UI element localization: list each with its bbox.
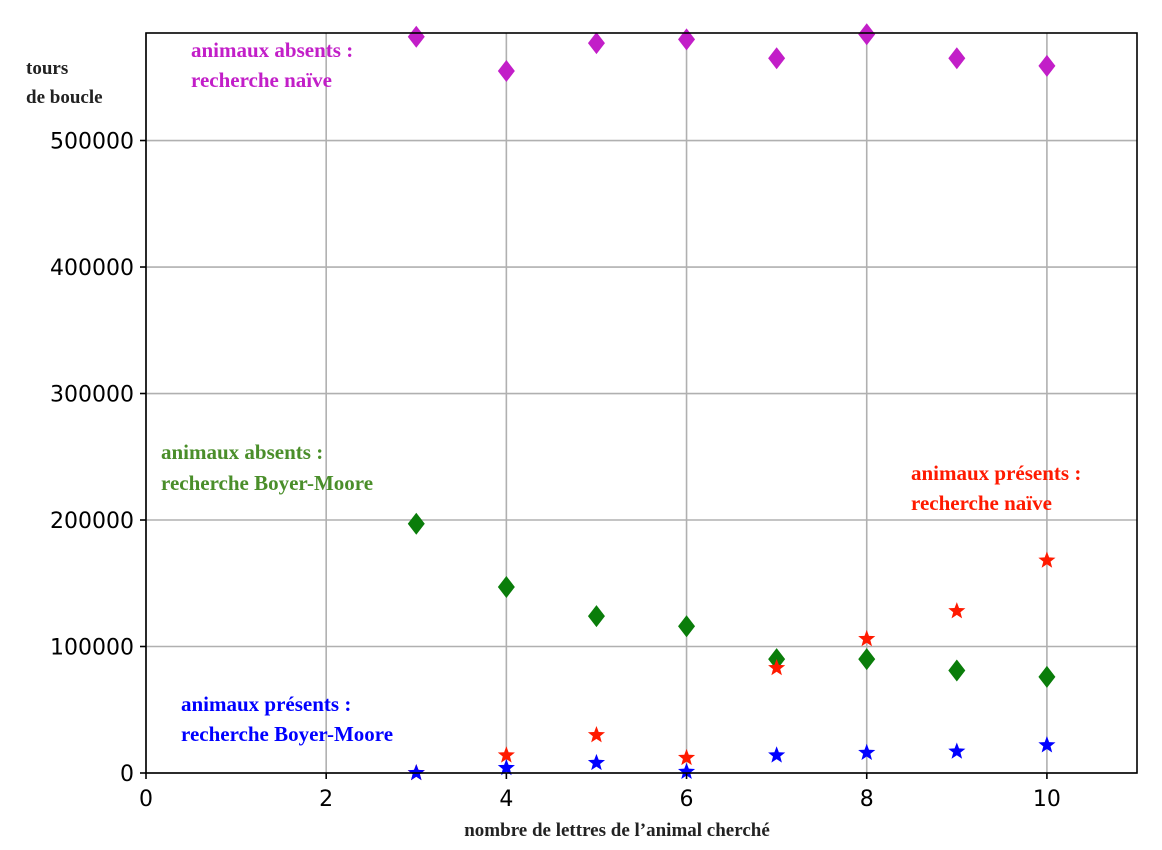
star-marker-series-3 — [1038, 736, 1056, 753]
star-marker-series-2 — [587, 726, 606, 743]
y-axis-title-line-2: de boucle — [26, 87, 103, 108]
diamond-marker-series-0 — [678, 28, 696, 51]
annotation-naive-present: animaux présents : recherche naïve — [911, 461, 1081, 515]
axis-ticks: 0 2 4 6 8 10 0 100000 200000 300000 400000 500000 — [50, 130, 1061, 812]
diamond-marker-series-1 — [407, 512, 425, 535]
diamond-marker-series-1 — [678, 615, 696, 638]
annotation-boyer-moore-present-line-1: animaux présents : — [181, 692, 351, 716]
star-marker-series-3 — [587, 753, 606, 771]
y-tick-label: 200000 — [50, 509, 134, 534]
annotation-naive-absent-line-2: recherche naïve — [191, 68, 332, 92]
diamond-marker-series-1 — [858, 648, 876, 671]
star-marker-series-3 — [768, 746, 786, 763]
annotation-naive-absent: animaux absents : recherche naïve — [191, 38, 353, 92]
y-tick-label: 500000 — [50, 130, 134, 155]
x-tick-label: 8 — [860, 787, 874, 812]
x-axis-title: nombre de lettres de l’animal cherché — [464, 820, 770, 841]
star-marker-series-2 — [497, 746, 515, 763]
annotation-naive-present-line-2: recherche naïve — [911, 491, 1052, 515]
annotation-naive-present-line-1: animaux présents : — [911, 461, 1081, 485]
x-tick-label: 6 — [680, 787, 694, 812]
star-marker-series-3 — [497, 758, 515, 776]
diamond-marker-series-0 — [858, 23, 876, 46]
diamond-marker-series-0 — [768, 47, 786, 70]
diamond-marker-series-0 — [587, 32, 605, 55]
grid — [145, 33, 1137, 774]
diamond-marker-series-1 — [1038, 665, 1056, 688]
x-tick-label: 4 — [499, 787, 513, 812]
y-axis-title-line-1: tours — [26, 58, 68, 79]
annotation-boyer-moore-present: animaux présents : recherche Boyer-Moore — [181, 692, 393, 746]
annotation-boyer-moore-present-line-2: recherche Boyer-Moore — [181, 722, 393, 746]
data-points — [407, 23, 1056, 781]
annotation-boyer-moore-absent-line-1: animaux absents : — [161, 440, 323, 464]
diamond-marker-series-1 — [587, 605, 605, 628]
star-marker-series-2 — [948, 602, 966, 619]
plot-area-frame — [145, 32, 1138, 774]
annotation-boyer-moore-absent: animaux absents : recherche Boyer-Moore — [161, 440, 373, 495]
y-tick-label: 100000 — [50, 636, 134, 661]
star-marker-series-3 — [407, 764, 425, 781]
y-tick-label: 300000 — [50, 383, 134, 408]
star-marker-series-2 — [858, 629, 876, 647]
diamond-marker-series-1 — [948, 659, 966, 682]
x-tick-label: 10 — [1033, 787, 1061, 812]
star-marker-series-2 — [1038, 551, 1056, 568]
diamond-marker-series-0 — [497, 59, 515, 82]
star-marker-series-3 — [948, 742, 966, 759]
diamond-marker-series-1 — [497, 576, 515, 599]
star-marker-series-3 — [858, 743, 876, 761]
star-marker-series-2 — [677, 748, 696, 766]
diamond-marker-series-0 — [1038, 54, 1056, 77]
y-tick-label: 0 — [120, 762, 134, 787]
star-marker-series-3 — [677, 762, 696, 780]
annotation-naive-absent-line-1: animaux absents : — [191, 38, 353, 62]
y-tick-label: 400000 — [50, 256, 134, 281]
x-tick-label: 2 — [319, 787, 333, 812]
star-marker-series-2 — [768, 659, 786, 676]
x-tick-label: 0 — [139, 787, 153, 812]
annotation-boyer-moore-absent-line-2: recherche Boyer-Moore — [161, 471, 373, 495]
diamond-marker-series-0 — [407, 25, 425, 48]
diamond-marker-series-0 — [948, 47, 966, 70]
